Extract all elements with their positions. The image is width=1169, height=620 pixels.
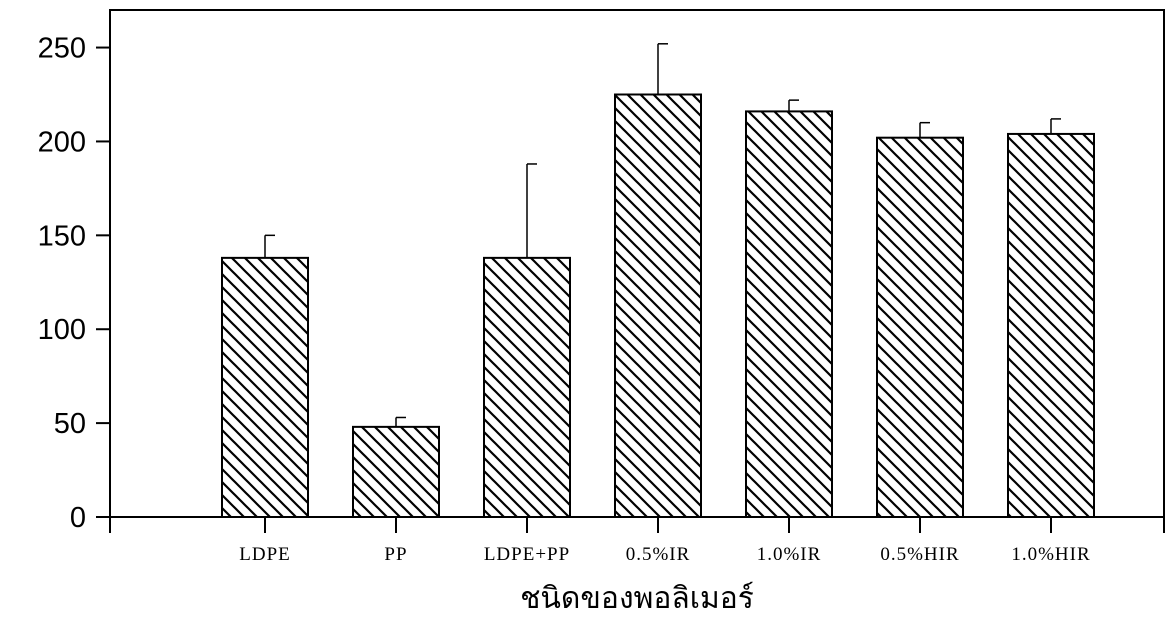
y-axis: 0 50 100 150 200 250	[38, 33, 110, 534]
y-tick-label: 100	[38, 314, 86, 346]
x-tick-label: 0.5%HIR	[880, 544, 959, 565]
x-tick-label: PP	[384, 544, 407, 565]
x-tick-label: 1.0%HIR	[1011, 544, 1090, 565]
y-tick-label: 0	[70, 502, 86, 534]
category-labels: LDPE PP LDPE+PP 0.5%IR 1.0%IR 0.5%HIR 1.0%HIR	[239, 544, 1090, 565]
bar	[1008, 134, 1094, 517]
x-tick-label: 0.5%IR	[626, 544, 691, 565]
x-tick-label: LDPE+PP	[484, 544, 570, 565]
bar	[222, 258, 308, 517]
bar	[484, 258, 570, 517]
x-tick-label: LDPE	[239, 544, 291, 565]
x-axis-title: ชนิดของพอลิเมอร์	[520, 581, 754, 616]
y-tick-label: 150	[38, 220, 86, 252]
y-tick-label: 50	[54, 408, 86, 440]
bar	[353, 427, 439, 517]
x-tick-label: 1.0%IR	[757, 544, 822, 565]
y-tick-label: 200	[38, 126, 86, 158]
bar	[746, 111, 832, 517]
bars	[222, 44, 1094, 517]
bar	[877, 138, 963, 517]
bar	[615, 95, 701, 518]
x-axis	[110, 517, 1164, 533]
y-tick-label: 250	[38, 33, 86, 65]
